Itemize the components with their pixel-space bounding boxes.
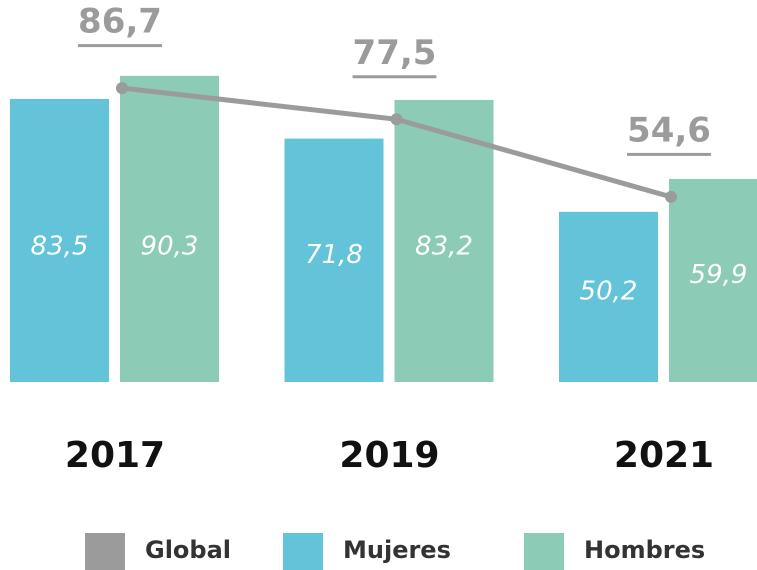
bar <box>10 98 109 382</box>
legend-swatch <box>85 533 125 570</box>
legend-swatch <box>283 533 323 570</box>
underline <box>627 152 711 156</box>
legend-label: Mujeres <box>343 536 451 564</box>
line-point <box>665 190 677 203</box>
legend-label: Global <box>145 536 231 564</box>
value-label: 83,2 <box>415 232 473 262</box>
value-label: 86,7 <box>78 2 162 42</box>
value-label: 90,3 <box>141 232 199 262</box>
value-label: 83,5 <box>31 232 89 262</box>
value-label: 54,6 <box>627 110 711 150</box>
bar <box>394 99 494 383</box>
underline <box>352 75 437 79</box>
x-tick-label: 2019 <box>339 435 439 476</box>
line-point <box>390 113 403 126</box>
value-label: 59,9 <box>690 260 748 290</box>
value-label: 77,5 <box>353 33 437 73</box>
value-label: 71,8 <box>305 240 363 270</box>
x-tick-label: 2021 <box>614 435 714 476</box>
legend-swatch <box>524 533 564 570</box>
x-tick-label: 2017 <box>65 435 165 476</box>
line-point <box>116 82 128 95</box>
value-label: 50,2 <box>580 276 638 306</box>
bar <box>120 75 219 383</box>
bar <box>284 138 384 382</box>
bar <box>669 178 757 382</box>
underline <box>78 44 162 48</box>
legend-label: Hombres <box>584 536 705 564</box>
bar <box>559 211 658 382</box>
